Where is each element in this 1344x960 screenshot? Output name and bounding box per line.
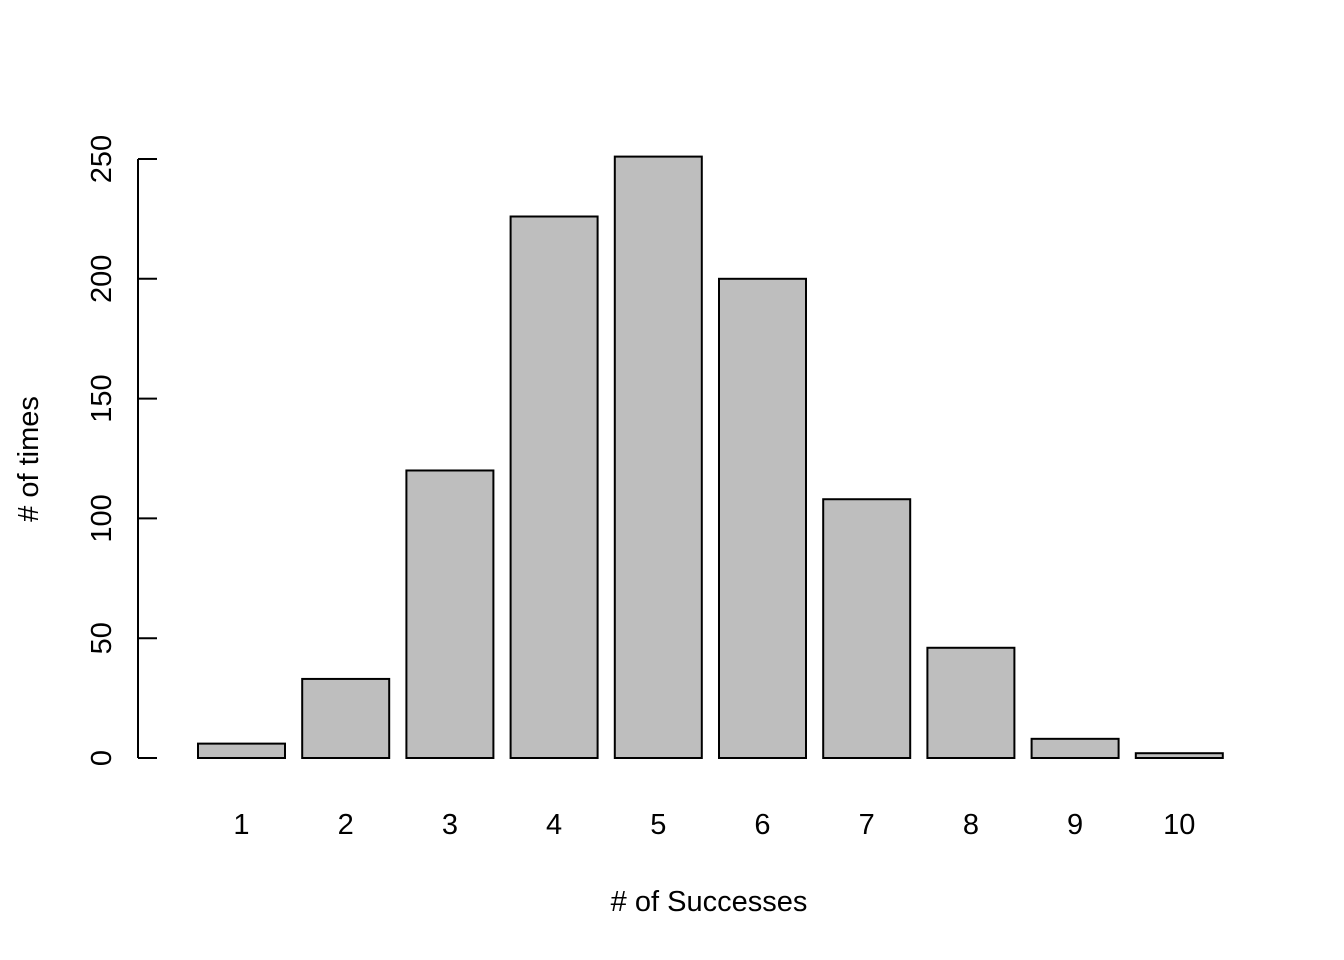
y-tick-label: 0 [86,750,118,766]
x-tick-label: 4 [546,809,562,841]
bar-3 [405,469,495,759]
bar-5 [613,155,703,760]
bar-2 [301,677,391,759]
y-axis: 0 50 100 150 200 250 [86,135,157,766]
bar-6 [718,277,807,759]
x-tick-label: 10 [1163,809,1195,841]
bar-8 [926,646,1016,760]
bar-4 [509,215,599,759]
x-axis-labels: 1 2 3 4 5 6 7 8 9 10 [233,809,1195,841]
y-tick-label: 200 [86,255,118,303]
bar-7 [822,498,912,759]
x-tick-label: 3 [442,809,458,841]
bar-9 [1030,737,1120,760]
x-tick-label: 5 [650,809,666,841]
x-tick-label: 9 [1067,809,1083,841]
y-tick-label: 250 [86,135,118,183]
y-tick-label: 150 [86,374,118,422]
y-tick-label: 100 [86,494,118,542]
x-axis-title: # of Successes [611,886,808,918]
y-axis-title: # of times [13,396,45,522]
bar-10 [1134,752,1224,760]
x-tick-label: 2 [338,809,354,841]
y-tick-label: 50 [86,622,118,654]
x-tick-label: 1 [233,809,249,841]
bars-layer [197,155,1224,760]
x-tick-label: 7 [859,809,875,841]
x-tick-label: 8 [963,809,979,841]
bar-1 [197,742,286,759]
x-tick-label: 6 [754,809,770,841]
